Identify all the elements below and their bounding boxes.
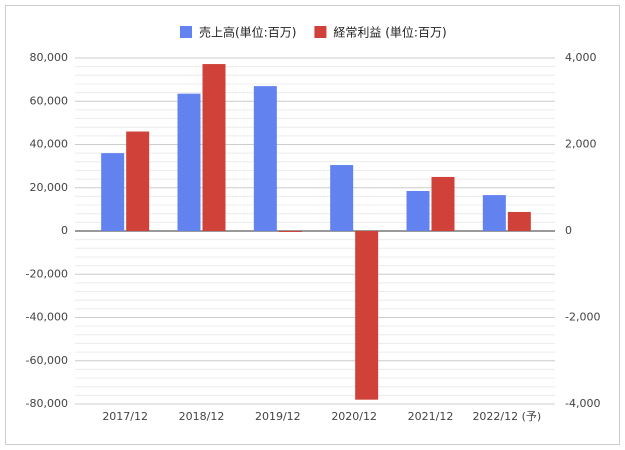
y2-tick-label: 4,000 xyxy=(565,51,597,64)
x-tick-label: 2017/12 xyxy=(102,410,148,423)
y2-tick-label: -2,000 xyxy=(565,311,600,324)
bar xyxy=(126,131,150,231)
bars xyxy=(101,64,531,400)
grid xyxy=(75,57,555,405)
x-tick-label: 2022/12 (予) xyxy=(472,410,541,423)
y-tick-label: -60,000 xyxy=(26,354,68,367)
labels: -80,000 -60,000 -40,000 -20,000 0 20,000 40,00… xyxy=(26,51,601,423)
x-tick-label: 2021/12 xyxy=(408,410,454,423)
y-tick-label: 80,000 xyxy=(30,51,69,64)
x-tick-label: 2020/12 xyxy=(331,410,377,423)
y-tick-label: 20,000 xyxy=(30,181,69,194)
y2-tick-label: 2,000 xyxy=(565,138,597,151)
legend-label: 経常利益 (単位:百万) xyxy=(333,25,446,40)
bar xyxy=(330,165,354,231)
legend-label: 売上高(単位:百万) xyxy=(199,25,296,40)
x-tick-label: 2019/12 xyxy=(255,410,301,423)
bar xyxy=(431,176,455,231)
legend: 売上高(単位:百万) 経常利益 (単位:百万) xyxy=(180,25,447,40)
y2-tick-label: 0 xyxy=(565,224,572,237)
y-tick-label: -20,000 xyxy=(26,267,68,280)
bar xyxy=(202,64,226,232)
legend-swatch xyxy=(180,26,192,38)
y-tick-label: -80,000 xyxy=(26,397,68,410)
y-tick-label: 0 xyxy=(61,224,68,237)
bar xyxy=(101,153,125,231)
legend-swatch xyxy=(314,26,327,38)
bar xyxy=(507,211,531,231)
bar xyxy=(355,231,379,400)
y-tick-label: -40,000 xyxy=(26,311,68,324)
x-tick-label: 2018/12 xyxy=(179,410,225,423)
bar xyxy=(278,231,302,232)
y2-tick-label: -4,000 xyxy=(565,397,600,410)
bar xyxy=(177,93,201,232)
y-tick-label: 60,000 xyxy=(30,94,69,107)
bar xyxy=(406,190,430,231)
bar xyxy=(482,195,506,231)
bar xyxy=(253,86,277,231)
y-tick-label: 40,000 xyxy=(30,138,69,151)
